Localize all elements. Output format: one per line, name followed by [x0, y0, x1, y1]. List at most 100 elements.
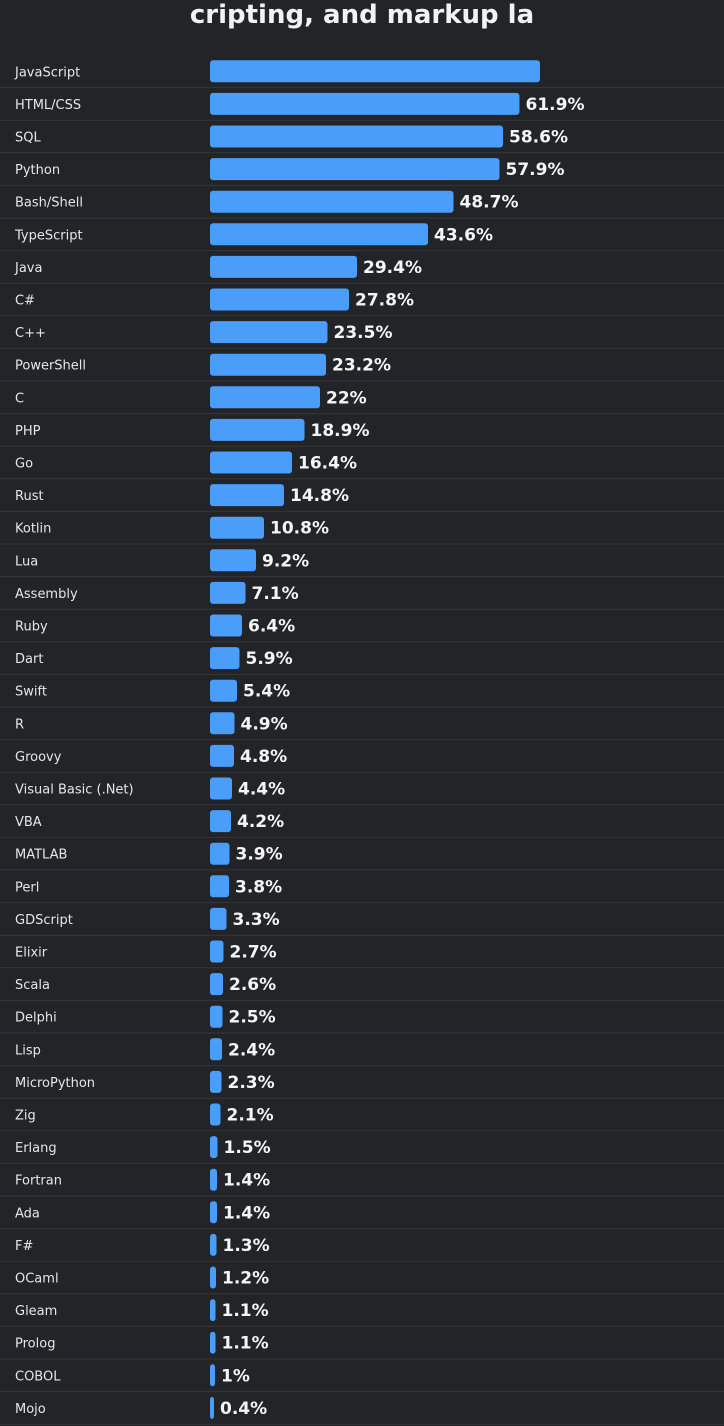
value-label: 2.1%: [227, 1106, 274, 1126]
category-label: Go: [15, 457, 33, 472]
bar: [210, 321, 328, 344]
value-label: 4.9%: [241, 714, 288, 734]
value-label: 2.5%: [229, 1008, 276, 1028]
bar: [210, 973, 223, 996]
value-label: 29.4%: [363, 258, 422, 278]
category-label: Delphi: [15, 1011, 57, 1026]
bar: [210, 1266, 216, 1289]
bar: [210, 777, 232, 800]
bar: [210, 158, 500, 181]
bar: [210, 712, 235, 735]
bar: [210, 1168, 217, 1191]
value-label: 1.1%: [222, 1301, 269, 1321]
bar: [210, 1005, 223, 1028]
category-label: Lisp: [15, 1043, 41, 1058]
bar: [210, 223, 428, 246]
bar: [210, 744, 234, 767]
value-label: 0.4%: [220, 1399, 267, 1419]
category-label: Kotlin: [15, 522, 51, 537]
category-label: Visual Basic (.Net): [15, 783, 134, 798]
value-label: 10.8%: [270, 519, 329, 539]
bar: [210, 549, 256, 572]
category-label: Prolog: [15, 1337, 55, 1352]
value-label: 27.8%: [355, 291, 414, 311]
value-label: 1.5%: [224, 1138, 271, 1158]
category-label: TypeScript: [14, 228, 83, 243]
bar: [210, 1233, 217, 1256]
value-label: 3.9%: [236, 845, 283, 865]
value-label: 2.6%: [229, 975, 276, 995]
value-label: 6.4%: [248, 617, 295, 637]
category-label: Erlang: [15, 1141, 57, 1156]
bar: [210, 1103, 221, 1126]
value-label: 2.7%: [230, 943, 277, 963]
bar: [210, 647, 240, 670]
bar: [210, 451, 292, 474]
bar: [210, 190, 454, 213]
bar-chart: JavaScript HTML/CSS 61.9% SQL 58.6% Python 57.…: [0, 60, 724, 1425]
bar: [210, 907, 227, 930]
category-label: C: [15, 391, 24, 406]
bar: [210, 940, 224, 963]
value-label: 23.2%: [332, 356, 391, 376]
bar: [210, 418, 305, 441]
value-label: 18.9%: [311, 421, 370, 441]
category-label: Groovy: [15, 750, 62, 765]
category-label: GDScript: [15, 913, 73, 928]
bar: [210, 60, 540, 83]
value-label: 9.2%: [262, 551, 309, 571]
bar: [210, 614, 242, 637]
category-label: C++: [15, 326, 46, 341]
bar: [210, 1038, 222, 1061]
bar: [210, 1136, 218, 1159]
category-label: OCaml: [15, 1272, 59, 1287]
bar: [210, 1331, 216, 1354]
bar: [210, 1364, 215, 1387]
bar: [210, 125, 503, 148]
value-label: 58.6%: [509, 128, 568, 148]
value-label: 1.2%: [222, 1269, 269, 1289]
category-label: Java: [14, 261, 42, 276]
category-label: VBA: [15, 815, 42, 830]
category-label: Lua: [15, 554, 38, 569]
bar: [210, 484, 284, 507]
value-label: 1.1%: [222, 1334, 269, 1354]
category-label: Zig: [15, 1109, 36, 1124]
value-label: 4.8%: [240, 747, 287, 767]
category-label: HTML/CSS: [15, 98, 81, 113]
bar: [210, 255, 357, 278]
bar: [210, 353, 326, 376]
chart-title: cripting, and markup la: [189, 0, 535, 30]
value-label: 14.8%: [290, 486, 349, 506]
bar: [210, 1299, 216, 1322]
value-label: 5.4%: [243, 682, 290, 702]
category-label: Swift: [15, 685, 47, 700]
bar: [210, 92, 520, 115]
bar: [210, 1201, 217, 1224]
category-label: C#: [15, 294, 35, 309]
bar: [210, 1396, 214, 1419]
value-label: 4.4%: [238, 780, 285, 800]
category-label: R: [15, 717, 24, 732]
category-label: PowerShell: [15, 359, 86, 374]
category-label: F#: [15, 1239, 33, 1254]
category-label: MATLAB: [15, 848, 67, 863]
value-label: 7.1%: [252, 584, 299, 604]
category-label: Scala: [15, 978, 50, 993]
category-label: MicroPython: [15, 1076, 95, 1091]
category-label: Dart: [15, 652, 43, 667]
category-label: Perl: [15, 880, 39, 895]
category-label: COBOL: [15, 1369, 61, 1384]
value-label: 22%: [326, 388, 367, 408]
value-label: 43.6%: [434, 225, 493, 245]
bar: [210, 581, 246, 604]
category-label: SQL: [15, 131, 41, 146]
category-label: Gleam: [15, 1304, 57, 1319]
category-label: Elixir: [15, 946, 48, 961]
value-label: 2.4%: [228, 1040, 275, 1060]
value-label: 1.4%: [223, 1203, 270, 1223]
category-label: Ruby: [15, 620, 48, 635]
value-label: 3.3%: [233, 910, 280, 930]
value-label: 4.2%: [237, 812, 284, 832]
bar: [210, 875, 229, 898]
